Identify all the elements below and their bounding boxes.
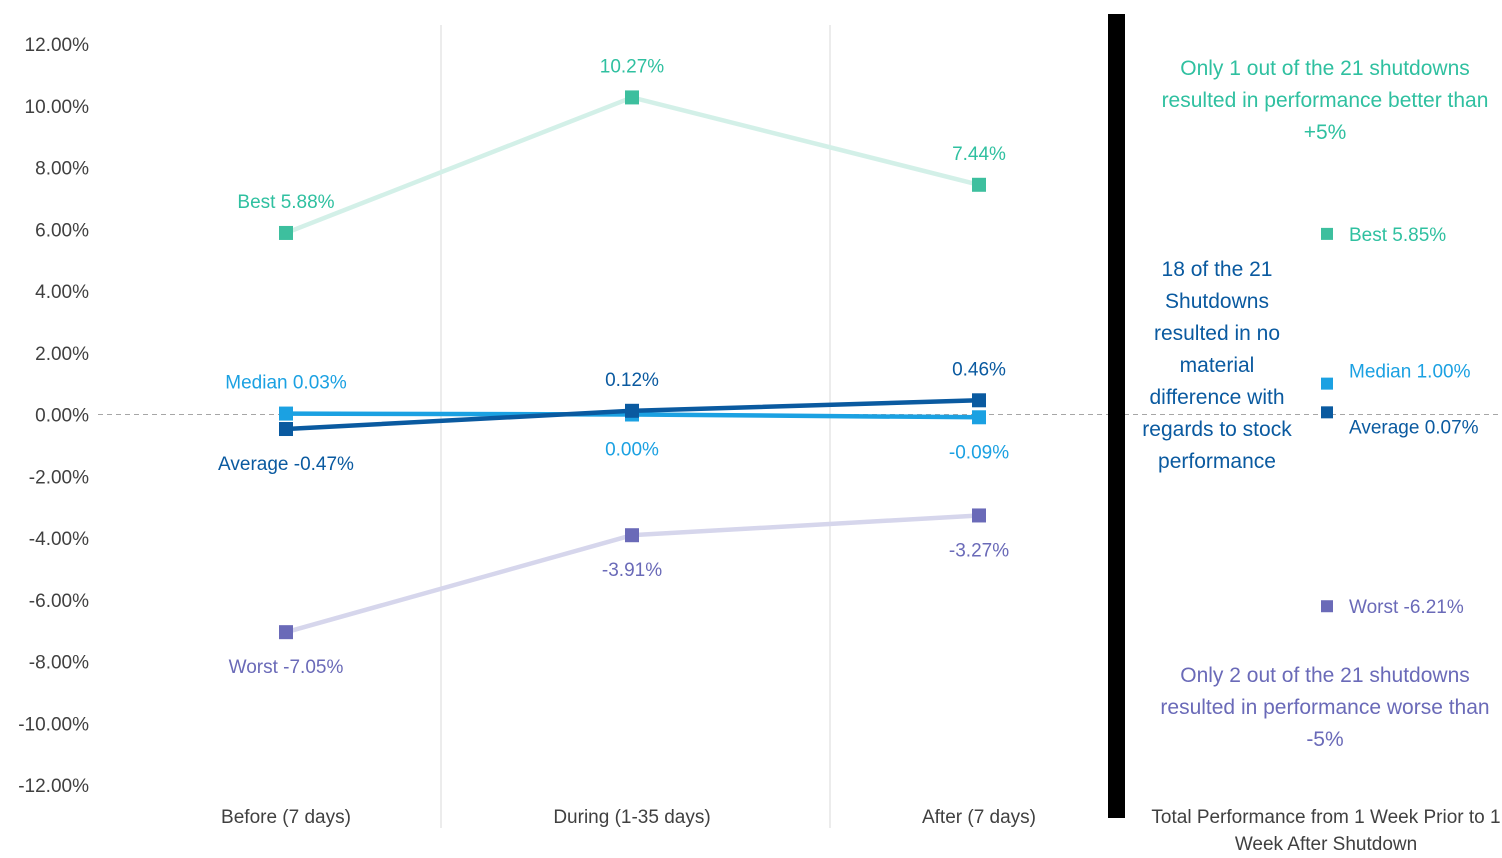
data-label-median: Median 0.03% [225,373,347,394]
total-marker-average [1321,406,1333,419]
data-label-average: 0.46% [952,359,1006,380]
y-tick-label: 0.00% [35,406,89,427]
y-tick-label: -2.00% [29,467,89,488]
total-label-average: Average 0.07% [1349,417,1479,438]
y-tick-label: 6.00% [35,220,89,241]
note-worse-than-5: Only 2 out of the 21 shutdowns resulted … [1160,664,1490,751]
y-tick-label: -12.00% [18,776,89,797]
section-divider-bar [1108,14,1125,818]
x-axis: Before (7 days) During (1-35 days) After (… [221,807,1036,828]
data-label-worst: -3.27% [949,540,1009,561]
data-label-median: -0.09% [949,442,1009,463]
y-tick-label: -6.00% [29,591,89,612]
marker-worst [279,625,293,640]
y-tick-label: 12.00% [25,35,90,56]
total-performance-markers: Best 5.85% Median 1.00% Average 0.07% Worst… [1321,225,1479,618]
marker-median [972,410,986,425]
y-tick-label: -8.00% [29,653,89,674]
marker-best [972,177,986,192]
y-tick-label: -4.00% [29,529,89,550]
data-label-median: 0.00% [605,440,659,461]
marker-average [625,403,639,418]
total-label-worst: Worst -6.21% [1349,597,1464,618]
data-label-worst: -3.91% [602,560,662,581]
category-separators [440,25,831,828]
total-marker-best [1321,227,1333,240]
series-layer: Best 5.88% 10.27% 7.44% Worst -7.05% -3.91% -… [218,56,1009,678]
series-line-best [283,95,982,236]
x-tick-label: Before (7 days) [221,807,351,828]
y-tick-label: 4.00% [35,282,89,303]
data-label-best: 7.44% [952,144,1006,165]
y-tick-label: 8.00% [35,159,89,180]
y-tick-label: -10.00% [18,714,89,735]
data-label-best: 10.27% [600,56,665,77]
total-marker-median [1321,377,1333,390]
y-tick-label: 2.00% [35,344,89,365]
data-label-average: 0.12% [605,370,659,391]
data-label-average: Average -0.47% [218,454,354,475]
marker-average [279,422,293,437]
note-better-than-5: Only 1 out of the 21 shutdowns resulted … [1161,57,1489,144]
marker-average [972,393,986,408]
y-tick-label: 10.00% [25,97,90,118]
data-label-worst: Worst -7.05% [229,657,344,678]
total-label-median: Median 1.00% [1349,362,1471,383]
marker-median [279,406,293,421]
x-tick-label: During (1-35 days) [553,807,710,828]
x-tick-label: After (7 days) [922,807,1036,828]
marker-worst [625,528,639,543]
note-no-material-difference: 18 of the 21 Shutdowns resulted in no ma… [1142,258,1292,473]
data-label-best: Best 5.88% [237,192,334,213]
y-axis: 12.00% 10.00% 8.00% 6.00% 4.00% 2.00% 0.00% -2.… [18,35,89,797]
marker-best [279,225,293,240]
total-marker-worst [1321,600,1333,613]
marker-best [625,90,639,105]
total-performance-category-label: Total Performance from 1 Week Prior to 1… [1151,807,1501,855]
marker-worst [972,508,986,523]
total-label-best: Best 5.85% [1349,225,1446,246]
